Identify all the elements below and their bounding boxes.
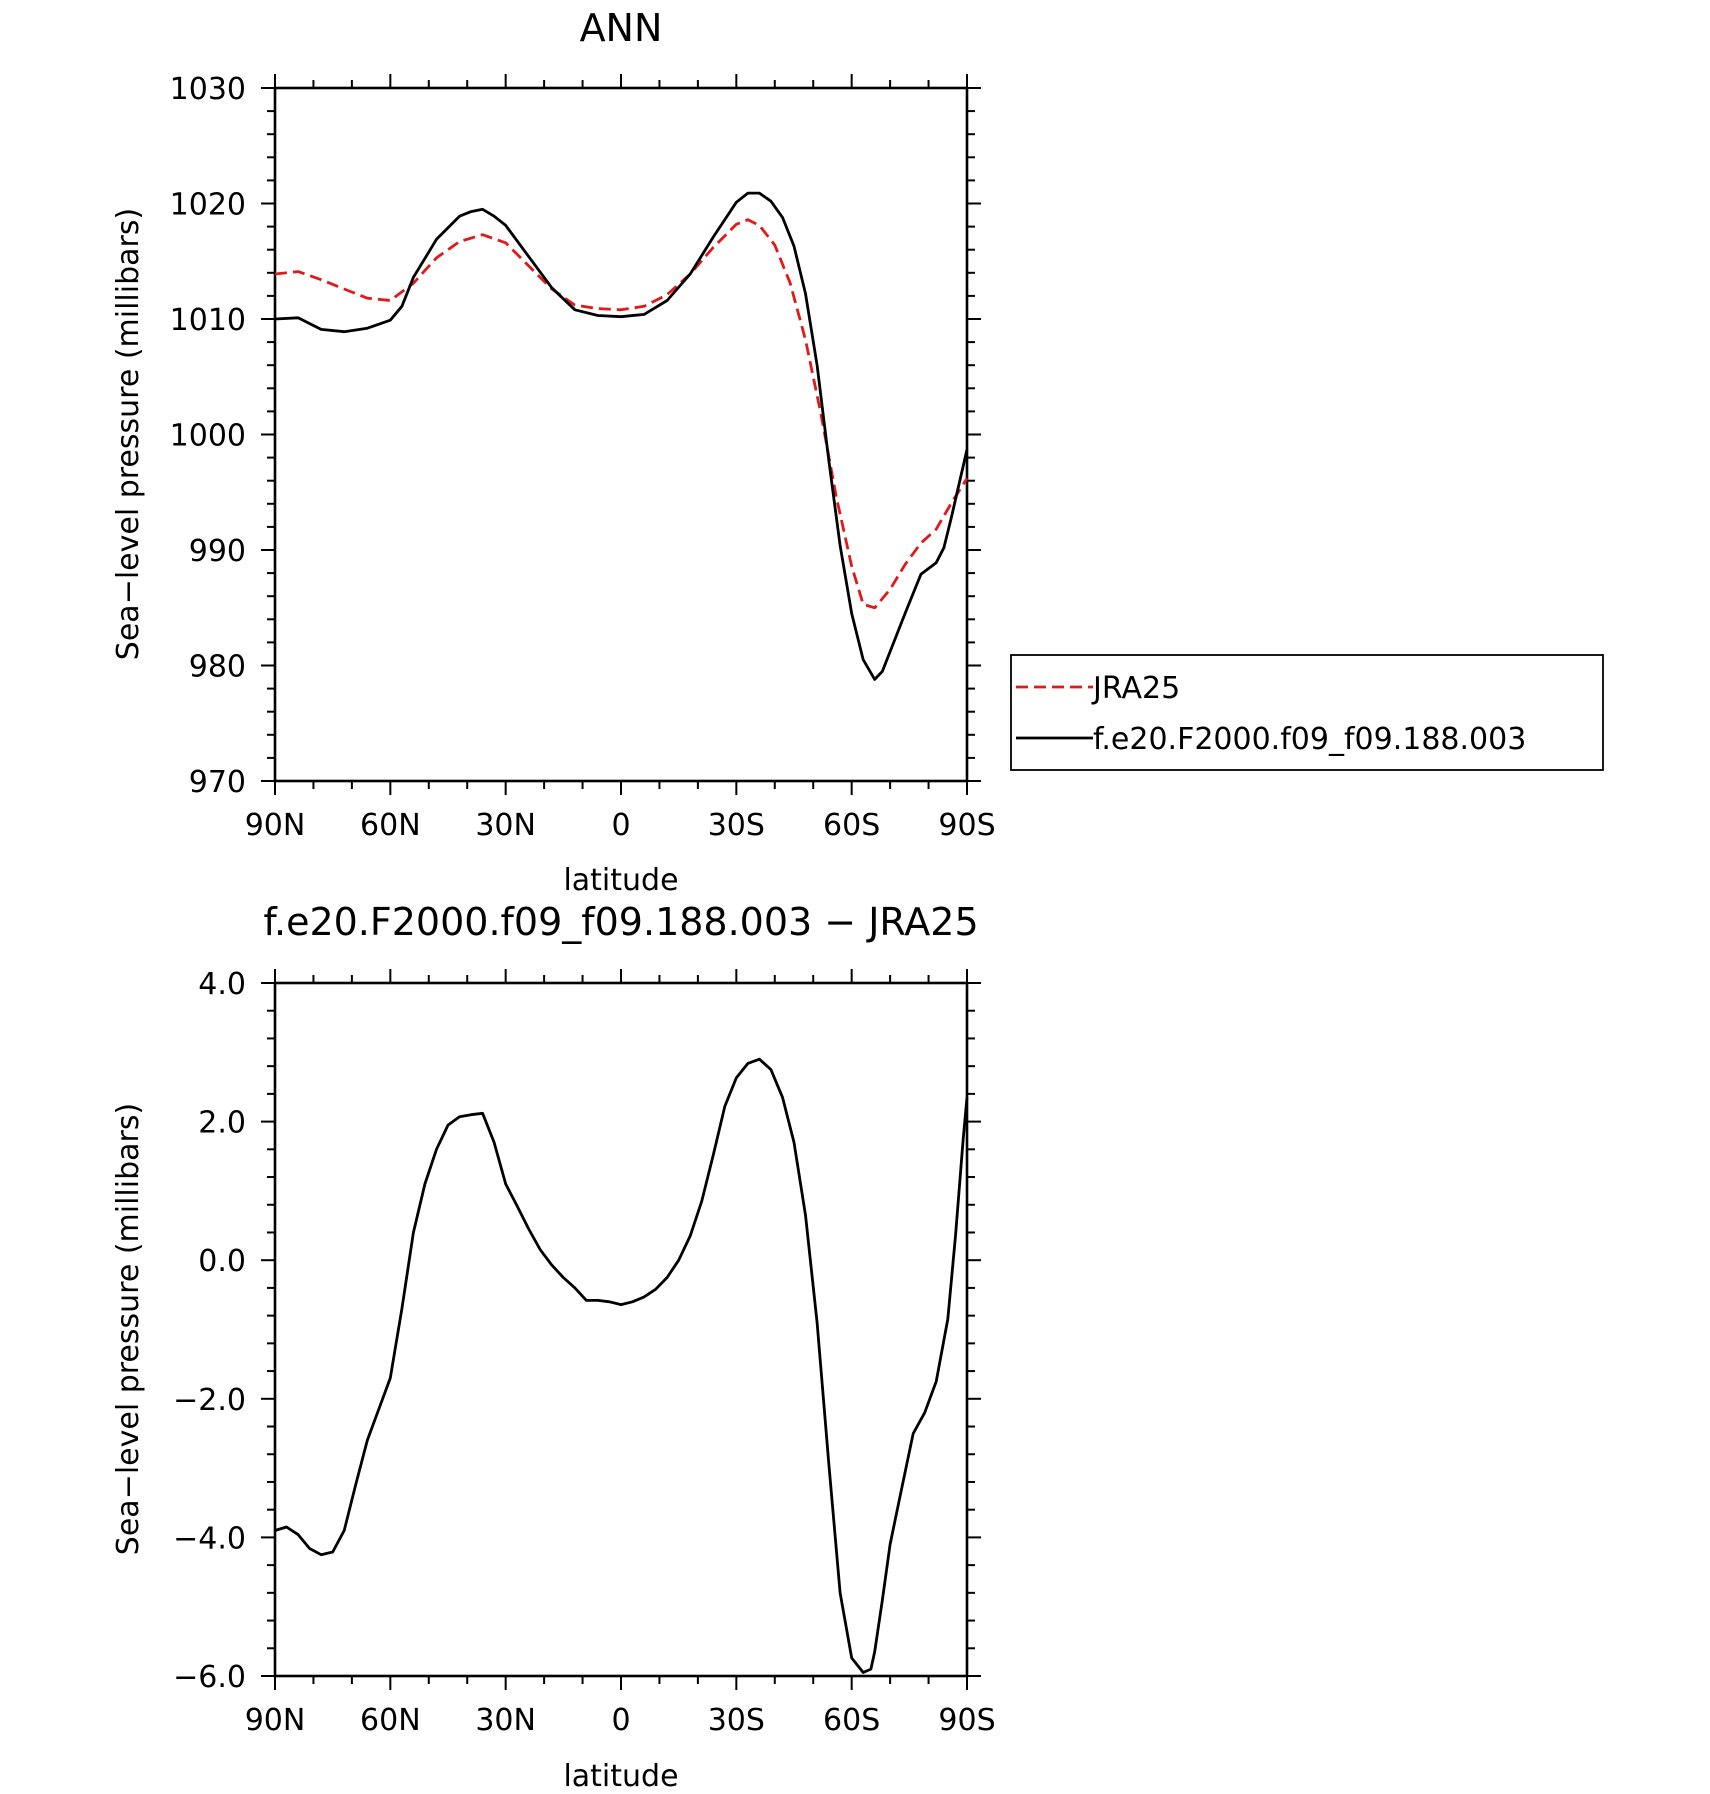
tick-labels: 90N 60N 30N 0 30S 60S 90S −6.0 −4.0 −2.0 0.0 2.0 4.0 bbox=[173, 967, 995, 1738]
chart-title: f.e20.F2000.f09_f09.188.003 − JRA25 bbox=[263, 900, 978, 944]
x-tick-label: 60S bbox=[823, 808, 880, 843]
x-tick-label: 30S bbox=[708, 808, 765, 843]
y-tick-label: 990 bbox=[189, 534, 246, 569]
chart-title: ANN bbox=[580, 6, 663, 50]
y-tick-label: 1030 bbox=[170, 72, 246, 107]
y-tick-label: 1020 bbox=[170, 188, 246, 223]
x-tick-label: 90N bbox=[245, 808, 306, 843]
y-tick-label: 1010 bbox=[170, 303, 246, 338]
y-axis-label: Sea−level pressure (millibars) bbox=[111, 208, 146, 660]
legend-label-jra25: JRA25 bbox=[1091, 671, 1180, 706]
y-tick-label: −4.0 bbox=[173, 1521, 246, 1556]
y-tick-label: 2.0 bbox=[198, 1106, 246, 1141]
y-tick-label: 980 bbox=[189, 650, 246, 685]
x-tick-label: 30N bbox=[475, 808, 536, 843]
y-tick-label: 0.0 bbox=[198, 1244, 246, 1279]
x-tick-label: 90S bbox=[938, 1703, 995, 1738]
x-tick-label: 90S bbox=[938, 808, 995, 843]
series-lines bbox=[274, 191, 969, 681]
chart-panel-annual-mean: ANN 90N 60N 30N 0 30S 60S 90S 970 980 990 1000 1010… bbox=[111, 6, 1604, 898]
series-line-jra25 bbox=[274, 218, 969, 610]
axis-ticks bbox=[261, 969, 981, 1690]
x-tick-label: 0 bbox=[611, 1703, 630, 1738]
y-tick-label: 4.0 bbox=[198, 967, 246, 1002]
x-tick-label: 30N bbox=[475, 1703, 536, 1738]
legend-box bbox=[1010, 654, 1604, 771]
series-lines bbox=[274, 1057, 969, 1674]
x-tick-label: 60S bbox=[823, 1703, 880, 1738]
x-tick-label: 60N bbox=[360, 808, 421, 843]
y-axis-label: Sea−level pressure (millibars) bbox=[111, 1103, 146, 1555]
tick-labels: 90N 60N 30N 0 30S 60S 90S 970 980 990 1000 1010 1020… bbox=[170, 72, 996, 843]
series-line-model bbox=[274, 191, 969, 681]
y-tick-label: 1000 bbox=[170, 419, 246, 454]
x-tick-label: 0 bbox=[611, 808, 630, 843]
y-tick-label: 970 bbox=[189, 765, 246, 800]
legend: JRA25 f.e20.F2000.f09_f09.188.003 bbox=[1010, 654, 1604, 771]
plot-frame bbox=[273, 86, 969, 783]
axis-ticks bbox=[261, 74, 981, 795]
series-line-difference bbox=[274, 1057, 969, 1674]
y-tick-label: −2.0 bbox=[173, 1383, 246, 1418]
chart-panel-difference: f.e20.F2000.f09_f09.188.003 − JRA25 90N 6… bbox=[111, 900, 996, 1794]
x-axis-label: latitude bbox=[563, 863, 678, 898]
x-tick-label: 60N bbox=[360, 1703, 421, 1738]
legend-label-model: f.e20.F2000.f09_f09.188.003 bbox=[1093, 722, 1526, 757]
x-axis-label: latitude bbox=[563, 1759, 678, 1794]
x-tick-label: 30S bbox=[708, 1703, 765, 1738]
x-tick-label: 90N bbox=[245, 1703, 306, 1738]
y-tick-label: −6.0 bbox=[173, 1660, 246, 1695]
plot-frame bbox=[273, 981, 969, 1678]
